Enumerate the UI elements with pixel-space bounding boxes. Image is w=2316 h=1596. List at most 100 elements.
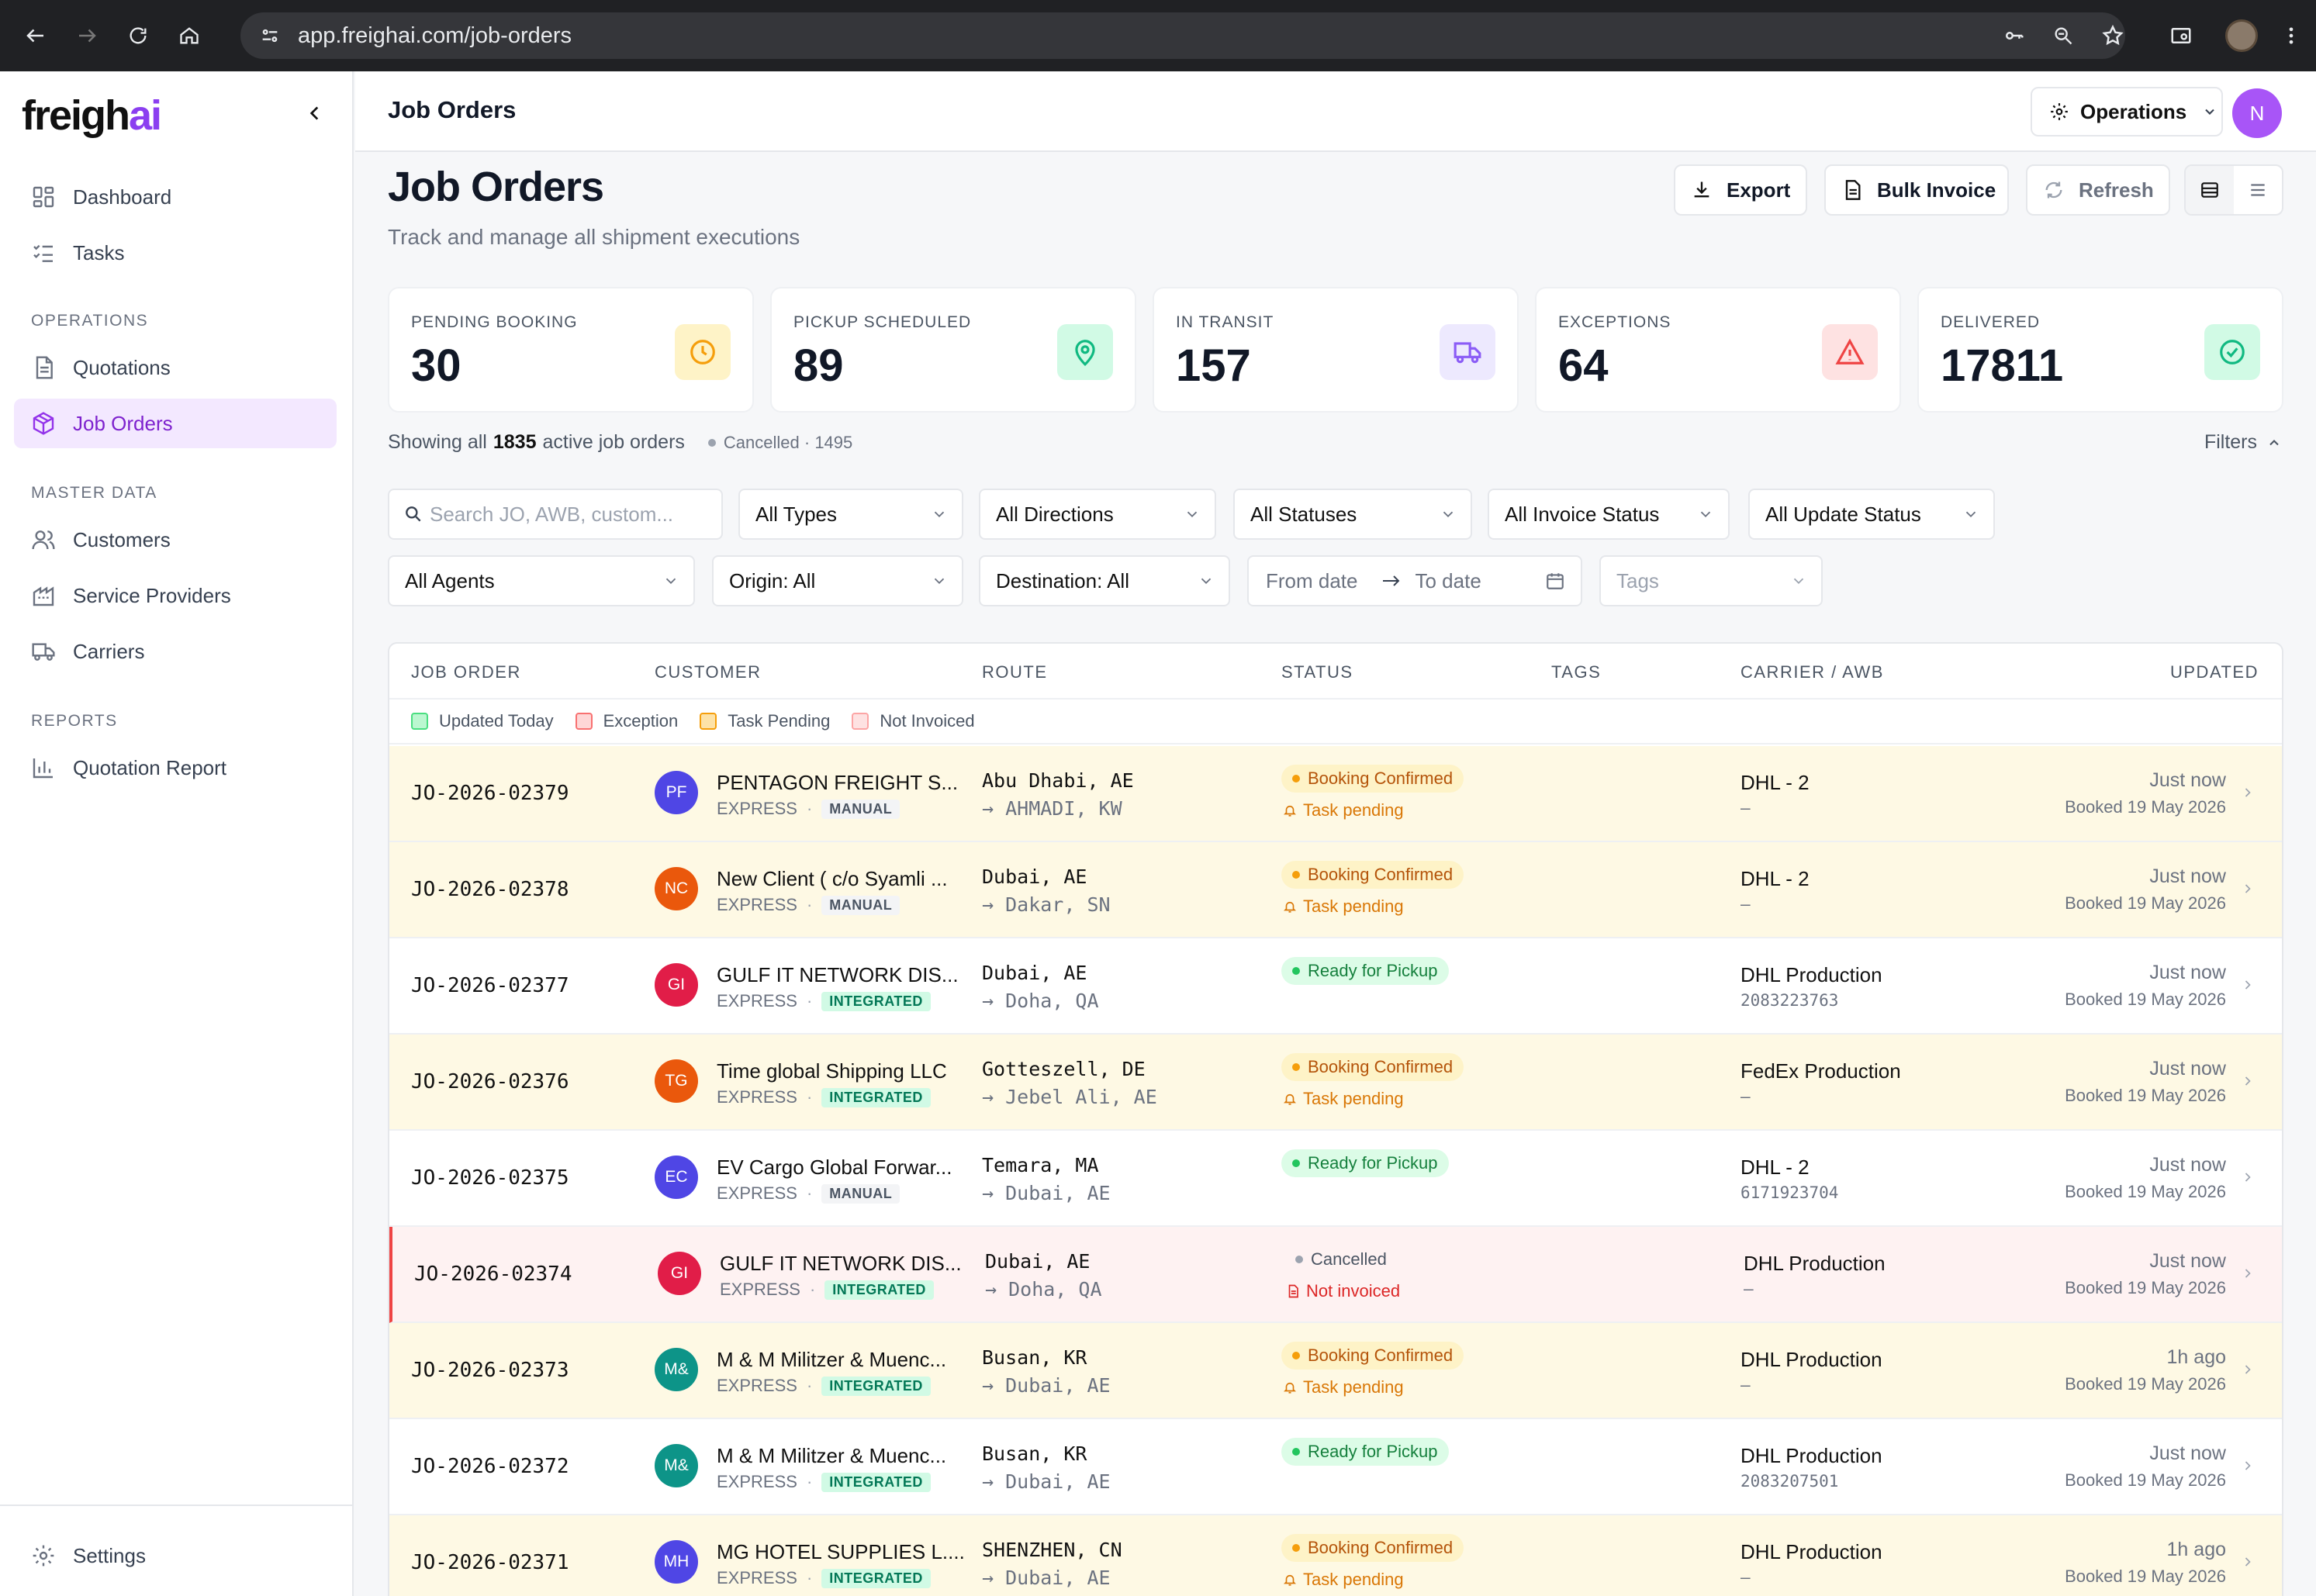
chevron-right-icon[interactable] xyxy=(2240,881,2256,896)
customer-name[interactable]: New Client ( c/o Syamli ... xyxy=(717,867,948,890)
job-order-id[interactable]: JO-2026-02379 xyxy=(411,782,569,805)
address-bar[interactable]: app.freighai.com/job-orders xyxy=(240,12,2125,59)
zoom-icon[interactable] xyxy=(2038,0,2088,71)
workspace-switcher[interactable]: Operations xyxy=(2031,87,2223,136)
route-origin: Busan, KR xyxy=(982,1442,1087,1465)
tab-search-icon[interactable] xyxy=(2156,0,2206,71)
sidebar-item-dashboard[interactable]: Dashboard xyxy=(14,172,337,222)
export-button[interactable]: Export xyxy=(1674,164,1807,216)
table-row[interactable]: JO-2026-02375 EC EV Cargo Global Forwar...… xyxy=(389,1131,2282,1227)
column-header-route[interactable]: ROUTE xyxy=(982,662,1048,682)
password-key-icon[interactable] xyxy=(1989,0,2038,71)
chevron-down-icon xyxy=(931,506,948,523)
chevron-right-icon[interactable] xyxy=(2240,1169,2256,1185)
column-header-updated[interactable]: UPDATED xyxy=(2170,662,2259,682)
job-order-id[interactable]: JO-2026-02374 xyxy=(414,1263,572,1286)
bell-icon xyxy=(1283,1380,1303,1394)
table-row[interactable]: JO-2026-02373 M& M & M Militzer & Muenc...… xyxy=(389,1323,2282,1419)
collapse-sidebar-icon[interactable] xyxy=(299,98,330,129)
column-header-customer[interactable]: CUSTOMER xyxy=(655,662,762,682)
table-row[interactable]: JO-2026-02372 M& M & M Militzer & Muenc...… xyxy=(389,1419,2282,1515)
site-info-icon[interactable] xyxy=(259,25,281,47)
from-date-field[interactable]: From date xyxy=(1266,568,1358,592)
chevron-right-icon[interactable] xyxy=(2240,785,2256,800)
table-row[interactable]: JO-2026-02377 GI GULF IT NETWORK DIS... EXP… xyxy=(389,938,2282,1035)
date-range-picker[interactable]: From date To date xyxy=(1247,555,1582,606)
origin-filter-select[interactable]: Origin: All xyxy=(712,555,963,606)
stat-card-pending-booking[interactable]: PENDING BOOKING 30 xyxy=(388,287,754,413)
table-row[interactable]: JO-2026-02376 TG Time global Shipping LLC E… xyxy=(389,1035,2282,1131)
table-row[interactable]: JO-2026-02379 PF PENTAGON FREIGHT S... EXPR… xyxy=(389,746,2282,842)
tags-filter-select[interactable]: Tags xyxy=(1599,555,1823,606)
home-icon[interactable] xyxy=(174,20,205,51)
chevron-right-icon[interactable] xyxy=(2240,1458,2256,1473)
direction-filter-select[interactable]: All Directions xyxy=(979,489,1216,540)
stat-card-in-transit[interactable]: IN TRANSIT 157 xyxy=(1153,287,1519,413)
stat-card-pickup-scheduled[interactable]: PICKUP SCHEDULED 89 xyxy=(770,287,1136,413)
chevron-right-icon[interactable] xyxy=(2240,1266,2256,1281)
job-order-id[interactable]: JO-2026-02371 xyxy=(411,1551,569,1574)
agent-filter-select[interactable]: All Agents xyxy=(388,555,695,606)
truck-icon xyxy=(29,637,57,665)
list-view-icon[interactable] xyxy=(2234,166,2282,214)
invoice-status-filter-select[interactable]: All Invoice Status xyxy=(1488,489,1730,540)
bulk-invoice-button[interactable]: Bulk Invoice xyxy=(1824,164,2009,216)
profile-avatar[interactable] xyxy=(2217,0,2266,71)
browser-menu-icon[interactable] xyxy=(2266,0,2316,71)
sidebar-item-carriers[interactable]: Carriers xyxy=(14,627,337,676)
table-row[interactable]: JO-2026-02374 GI GULF IT NETWORK DIS... EXP… xyxy=(389,1227,2282,1323)
job-order-id[interactable]: JO-2026-02373 xyxy=(411,1359,569,1382)
sidebar-item-settings[interactable]: Settings xyxy=(14,1531,337,1580)
stat-card-exceptions[interactable]: EXCEPTIONS 64 xyxy=(1535,287,1901,413)
table-row[interactable]: JO-2026-02371 MH MG HOTEL SUPPLIES L.... EX… xyxy=(389,1515,2282,1596)
customer-name[interactable]: EV Cargo Global Forwar... xyxy=(717,1156,952,1179)
refresh-button[interactable]: Refresh xyxy=(2026,164,2170,216)
status-filter-select[interactable]: All Statuses xyxy=(1233,489,1472,540)
customer-name[interactable]: GULF IT NETWORK DIS... xyxy=(720,1252,962,1275)
type-filter-select[interactable]: All Types xyxy=(738,489,963,540)
reload-icon[interactable] xyxy=(123,20,154,51)
chevron-right-icon[interactable] xyxy=(2240,977,2256,993)
customer-name[interactable]: M & M Militzer & Muenc... xyxy=(717,1348,947,1371)
job-order-id[interactable]: JO-2026-02372 xyxy=(411,1455,569,1478)
forward-icon[interactable] xyxy=(71,20,102,51)
sidebar-item-service-providers[interactable]: Service Providers xyxy=(14,571,337,620)
sidebar-item-job-orders[interactable]: Job Orders xyxy=(14,399,337,448)
cancelled-count[interactable]: Cancelled · 1495 xyxy=(707,433,852,453)
brand-logo[interactable]: freigh ai xyxy=(22,92,162,139)
sidebar-item-customers[interactable]: Customers xyxy=(14,515,337,565)
customer-name[interactable]: MG HOTEL SUPPLIES L.... xyxy=(717,1540,965,1563)
back-icon[interactable] xyxy=(20,20,51,51)
to-date-field[interactable]: To date xyxy=(1415,568,1481,592)
column-header-status[interactable]: STATUS xyxy=(1281,662,1353,682)
customer-name[interactable]: Time global Shipping LLC xyxy=(717,1059,947,1083)
stat-card-delivered[interactable]: DELIVERED 17811 xyxy=(1917,287,2283,413)
customer-name[interactable]: M & M Militzer & Muenc... xyxy=(717,1444,947,1467)
card-view-icon[interactable] xyxy=(2186,166,2234,214)
user-avatar[interactable]: N xyxy=(2232,88,2282,138)
sidebar-item-label: Service Providers xyxy=(73,583,231,607)
chevron-right-icon[interactable] xyxy=(2240,1362,2256,1377)
search-input[interactable]: Search JO, AWB, custom... xyxy=(388,489,723,540)
update-status-filter-select[interactable]: All Update Status xyxy=(1748,489,1995,540)
sidebar-item-quotations[interactable]: Quotations xyxy=(14,343,337,392)
job-order-id[interactable]: JO-2026-02378 xyxy=(411,878,569,901)
bookmark-star-icon[interactable] xyxy=(2088,0,2138,71)
customer-avatar: TG xyxy=(655,1059,698,1103)
customer-name[interactable]: PENTAGON FREIGHT S... xyxy=(717,771,959,794)
destination-filter-select[interactable]: Destination: All xyxy=(979,555,1230,606)
job-order-id[interactable]: JO-2026-02377 xyxy=(411,974,569,997)
filters-toggle[interactable]: Filters xyxy=(2204,431,2282,454)
chevron-right-icon[interactable] xyxy=(2240,1554,2256,1570)
sidebar-item-tasks[interactable]: Tasks xyxy=(14,228,337,278)
chevron-right-icon[interactable] xyxy=(2240,1073,2256,1089)
job-order-id[interactable]: JO-2026-02376 xyxy=(411,1070,569,1093)
sidebar-item-quotation-report[interactable]: Quotation Report xyxy=(14,743,337,793)
column-header-job-order[interactable]: JOB ORDER xyxy=(411,662,521,682)
job-order-id[interactable]: JO-2026-02375 xyxy=(411,1166,569,1190)
column-header-tags[interactable]: TAGS xyxy=(1551,662,1602,682)
customer-name[interactable]: GULF IT NETWORK DIS... xyxy=(717,963,959,986)
table-row[interactable]: JO-2026-02378 NC New Client ( c/o Syamli .… xyxy=(389,842,2282,938)
column-header-carrier[interactable]: CARRIER / AWB xyxy=(1740,662,1884,682)
bell-icon xyxy=(1283,1092,1303,1106)
